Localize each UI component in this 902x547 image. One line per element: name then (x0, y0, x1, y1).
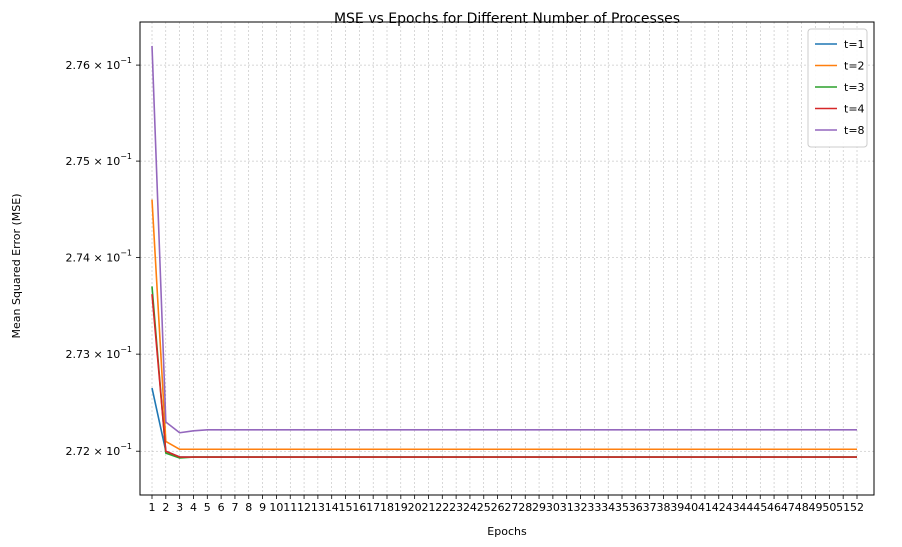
y-tick-exponent: −1 (120, 248, 132, 257)
y-tick-exponent: −1 (120, 152, 132, 161)
y-tick-label: 2.72 × 10−1 (65, 442, 132, 458)
y-tick-exponent: −1 (120, 345, 132, 354)
y-tick-label: 2.74 × 10−1 (65, 248, 132, 264)
x-tick-label: 20 (408, 501, 422, 514)
y-tick-mantissa: 2.72 (65, 445, 90, 458)
x-tick-label: 11 (283, 501, 297, 514)
x-tick-label: 3 (176, 501, 183, 514)
plot-frame (139, 21, 875, 496)
x-tick-label: 49 (809, 501, 823, 514)
y-tick-label: 2.73 × 10−1 (65, 345, 132, 361)
x-tick-label: 31 (560, 501, 574, 514)
x-tick-label: 32 (574, 501, 588, 514)
x-tick-label: 12 (297, 501, 311, 514)
x-tick-label: 52 (850, 501, 864, 514)
y-tick-times: × 10 (90, 348, 120, 361)
legend-box (807, 28, 868, 148)
y-tick-mantissa: 2.75 (65, 155, 90, 168)
x-tick-label: 4 (190, 501, 197, 514)
grid-lines (140, 22, 874, 495)
x-tick-label: 6 (218, 501, 225, 514)
legend-label: t=8 (844, 124, 865, 137)
y-tick-times: × 10 (90, 155, 120, 168)
y-tick-label: 2.75 × 10−1 (65, 152, 132, 168)
x-tick-label: 41 (698, 501, 712, 514)
x-tick-label: 38 (656, 501, 670, 514)
x-tick-label: 37 (643, 501, 657, 514)
series-line-t-3 (151, 286, 857, 459)
legend-label: t=4 (844, 103, 865, 116)
y-tick-label: 2.76 × 10−1 (65, 56, 132, 72)
x-axis-label: Epochs (487, 525, 527, 538)
x-tick-label: 1 (149, 501, 156, 514)
x-tick-label: 21 (421, 501, 435, 514)
y-tick-times: × 10 (90, 251, 120, 264)
x-tick-label: 36 (629, 501, 643, 514)
x-tick-label: 27 (504, 501, 518, 514)
x-tick-label: 47 (781, 501, 795, 514)
x-tick-label: 28 (518, 501, 532, 514)
x-tick-label: 51 (836, 501, 850, 514)
x-tick-label: 14 (325, 501, 339, 514)
series-line-t-2 (151, 199, 857, 451)
series-line-t-4 (151, 294, 857, 458)
x-tick-label: 2 (162, 501, 169, 514)
legend-label: t=1 (844, 38, 865, 51)
x-tick-label: 44 (739, 501, 753, 514)
y-tick-exponent: −1 (120, 442, 132, 451)
x-tick-label: 19 (394, 501, 408, 514)
y-tick-mantissa: 2.73 (65, 348, 90, 361)
x-tick-label: 7 (231, 501, 238, 514)
x-tick-label: 16 (352, 501, 366, 514)
x-tick-label: 5 (204, 501, 211, 514)
x-tick-label: 18 (380, 501, 394, 514)
series-line-t-1 (151, 387, 857, 458)
x-tick-label: 8 (245, 501, 252, 514)
x-tick-label: 46 (767, 501, 781, 514)
y-tick-mantissa: 2.74 (65, 251, 90, 264)
x-tick-label: 33 (587, 501, 601, 514)
x-tick-label: 39 (670, 501, 684, 514)
y-axis-label: Mean Squared Error (MSE) (10, 194, 23, 339)
x-tick-label: 10 (269, 501, 283, 514)
x-tick-label: 43 (726, 501, 740, 514)
x-tick-label: 25 (477, 501, 491, 514)
x-tick-label: 23 (449, 501, 463, 514)
x-tick-label: 42 (712, 501, 726, 514)
y-tick-exponent: −1 (120, 56, 132, 65)
x-tick-label: 9 (259, 501, 266, 514)
legend-label: t=2 (844, 60, 865, 73)
x-tick-label: 40 (684, 501, 698, 514)
x-tick-label: 13 (311, 501, 325, 514)
y-tick-mantissa: 2.76 (65, 59, 90, 72)
y-tick-times: × 10 (90, 59, 120, 72)
x-tick-label: 17 (366, 501, 380, 514)
x-tick-label: 34 (601, 501, 615, 514)
legend: t=1 t=2 t=3 t=4 t=8 (807, 28, 868, 148)
y-axis-ticks: 2.72 × 10−12.73 × 10−12.74 × 10−12.75 × … (65, 56, 140, 458)
series-line-t-8 (151, 45, 857, 434)
x-tick-label: 24 (463, 501, 477, 514)
x-axis-ticks: 1 2 3 4 5 6 7 8 9 10 11 12 13 14 15 16 17 18 19 20 21 22 23 24 2… (149, 495, 864, 514)
x-tick-label: 26 (491, 501, 505, 514)
series-lines (151, 45, 857, 459)
x-tick-label: 30 (546, 501, 560, 514)
x-tick-label: 29 (532, 501, 546, 514)
x-tick-label: 48 (795, 501, 809, 514)
legend-label: t=3 (844, 81, 865, 94)
x-tick-label: 45 (753, 501, 767, 514)
x-tick-label: 15 (339, 501, 353, 514)
y-tick-times: × 10 (90, 445, 120, 458)
x-tick-label: 50 (822, 501, 836, 514)
x-tick-label: 35 (615, 501, 629, 514)
x-tick-label: 22 (435, 501, 449, 514)
chart-title: MSE vs Epochs for Different Number of Pr… (334, 11, 680, 27)
